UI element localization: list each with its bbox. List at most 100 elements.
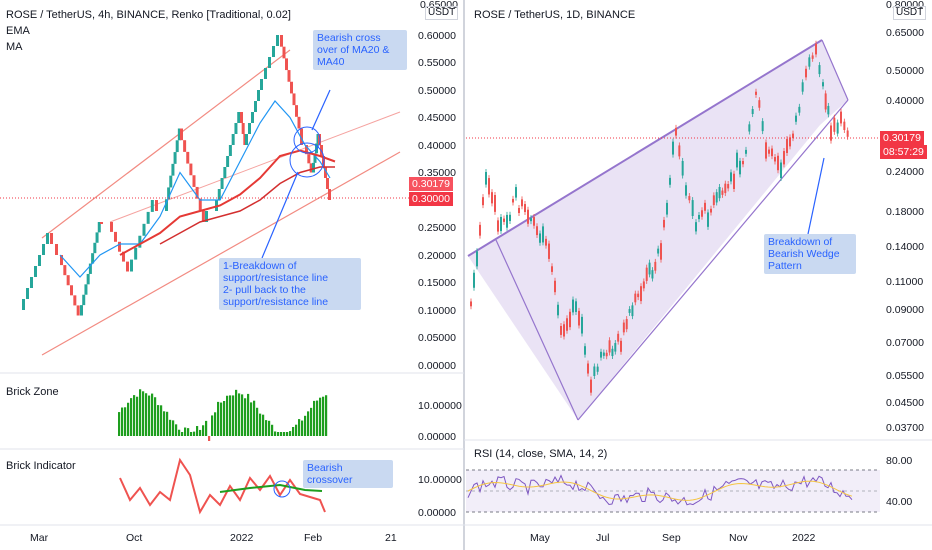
renko-brick [280, 35, 283, 47]
candle-body [712, 195, 715, 206]
candle-body [622, 322, 625, 333]
candle-body [560, 325, 562, 335]
renko-brick [297, 116, 301, 129]
candle-body [783, 151, 785, 165]
left-brick-zone-pane[interactable] [118, 389, 328, 441]
wedge-note-line-3: Pattern [768, 260, 802, 272]
candle-body [617, 333, 620, 342]
candle-body [611, 348, 614, 357]
zone-bar [175, 424, 178, 436]
wedge-left-line [495, 239, 579, 421]
candle-body [640, 286, 642, 302]
renko-brick [295, 105, 298, 117]
candle-body [833, 117, 836, 132]
right-x-tick-label: Jul [596, 532, 609, 544]
right-y-tick-label: 0.09000 [886, 304, 924, 316]
candle-body [675, 127, 677, 136]
right-rsi-pane[interactable] [466, 469, 880, 513]
renko-brick [326, 178, 329, 189]
candle-body [642, 281, 645, 289]
candle-body [710, 208, 712, 213]
zone-bar [247, 393, 250, 436]
candle-body [542, 226, 544, 243]
indicator-ma-label[interactable]: MA [6, 41, 23, 53]
left-x-tick-label: Feb [304, 532, 322, 544]
zone-bar [211, 415, 214, 436]
candle-body [503, 218, 505, 222]
renko-brick [34, 266, 37, 277]
brick-indicator-tick-label: 0.00000 [418, 507, 456, 519]
zone-bar [205, 420, 208, 436]
zone-bar [118, 412, 121, 436]
zone-bar [238, 393, 241, 436]
left-y-tick-label: 0.05000 [418, 332, 456, 344]
renko-brick [63, 265, 67, 276]
renko-brick [88, 263, 92, 274]
renko-brick [42, 244, 45, 255]
candle-body [572, 299, 574, 313]
candle-body [578, 310, 580, 326]
candle-body [815, 43, 817, 55]
candle-body [822, 82, 824, 87]
candle-body [593, 366, 596, 377]
brick-indicator-tick-label: 10.00000 [418, 474, 462, 486]
renko-brick [26, 288, 29, 299]
right-currency-chip[interactable]: USDT [893, 6, 927, 20]
renko-brick [307, 154, 311, 164]
zone-bar [286, 432, 289, 436]
renko-brick [177, 128, 181, 141]
left-y-tick-label: 0.40000 [418, 140, 456, 152]
bearish-cross-note: Bearish cross over of MA20 & MA40 [313, 30, 407, 70]
zone-bar [139, 389, 142, 436]
candle-body [681, 160, 684, 176]
zone-bar [148, 395, 151, 436]
renko-brick [169, 175, 173, 188]
rsi-line [467, 474, 853, 506]
indicator-ema-label[interactable]: EMA [6, 25, 31, 37]
right-price-pane[interactable] [466, 39, 880, 421]
renko-brick [217, 189, 221, 200]
candle-body [637, 293, 640, 298]
zone-bar [181, 432, 184, 436]
candle-body [581, 316, 583, 334]
right-chart-title: ROSE / TetherUS, 1D, BINANCE [474, 9, 635, 21]
candle-body [795, 115, 797, 122]
renko-brick [241, 123, 245, 134]
channel-mid-line [109, 111, 401, 223]
left-currency-chip[interactable]: USDT [425, 6, 459, 20]
left-brick-indicator-pane[interactable] [119, 457, 326, 515]
brick-zone-title: Brick Zone [6, 386, 59, 398]
zone-bar [226, 395, 229, 436]
left-price-pane[interactable] [0, 35, 409, 356]
zone-bar [319, 397, 322, 436]
zone-bar [169, 419, 172, 436]
candle-body [765, 142, 767, 159]
right-y-tick-label: 0.50000 [886, 65, 924, 77]
zone-bar [127, 402, 130, 436]
renko-brick [66, 275, 70, 286]
renko-brick [290, 81, 293, 94]
renko-brick [171, 163, 175, 176]
right-y-tick-label: 0.65000 [886, 27, 924, 39]
zone-bar [232, 395, 235, 436]
zone-bar [253, 400, 256, 436]
renko-brick [126, 261, 129, 272]
left-y-tick-label: 0.45000 [418, 112, 456, 124]
breakdown-note-line-1: 1-Breakdown of [223, 260, 297, 272]
renko-brick [228, 145, 232, 156]
candle-body [596, 366, 599, 372]
renko-brick [122, 251, 125, 262]
zone-bar [202, 425, 205, 436]
arrow [311, 89, 331, 131]
candle-body [625, 319, 628, 330]
candle-body [566, 318, 568, 331]
zone-bar [199, 429, 202, 436]
candle-body [518, 207, 520, 214]
candle-body [739, 160, 741, 175]
right-y-tick-label: 0.18000 [886, 206, 924, 218]
bearish-crossover-note: Bearish crossover [303, 460, 393, 488]
renko-brick [50, 233, 53, 244]
zone-bar [274, 431, 277, 436]
candle-body [634, 293, 637, 303]
candle-body [663, 219, 665, 228]
